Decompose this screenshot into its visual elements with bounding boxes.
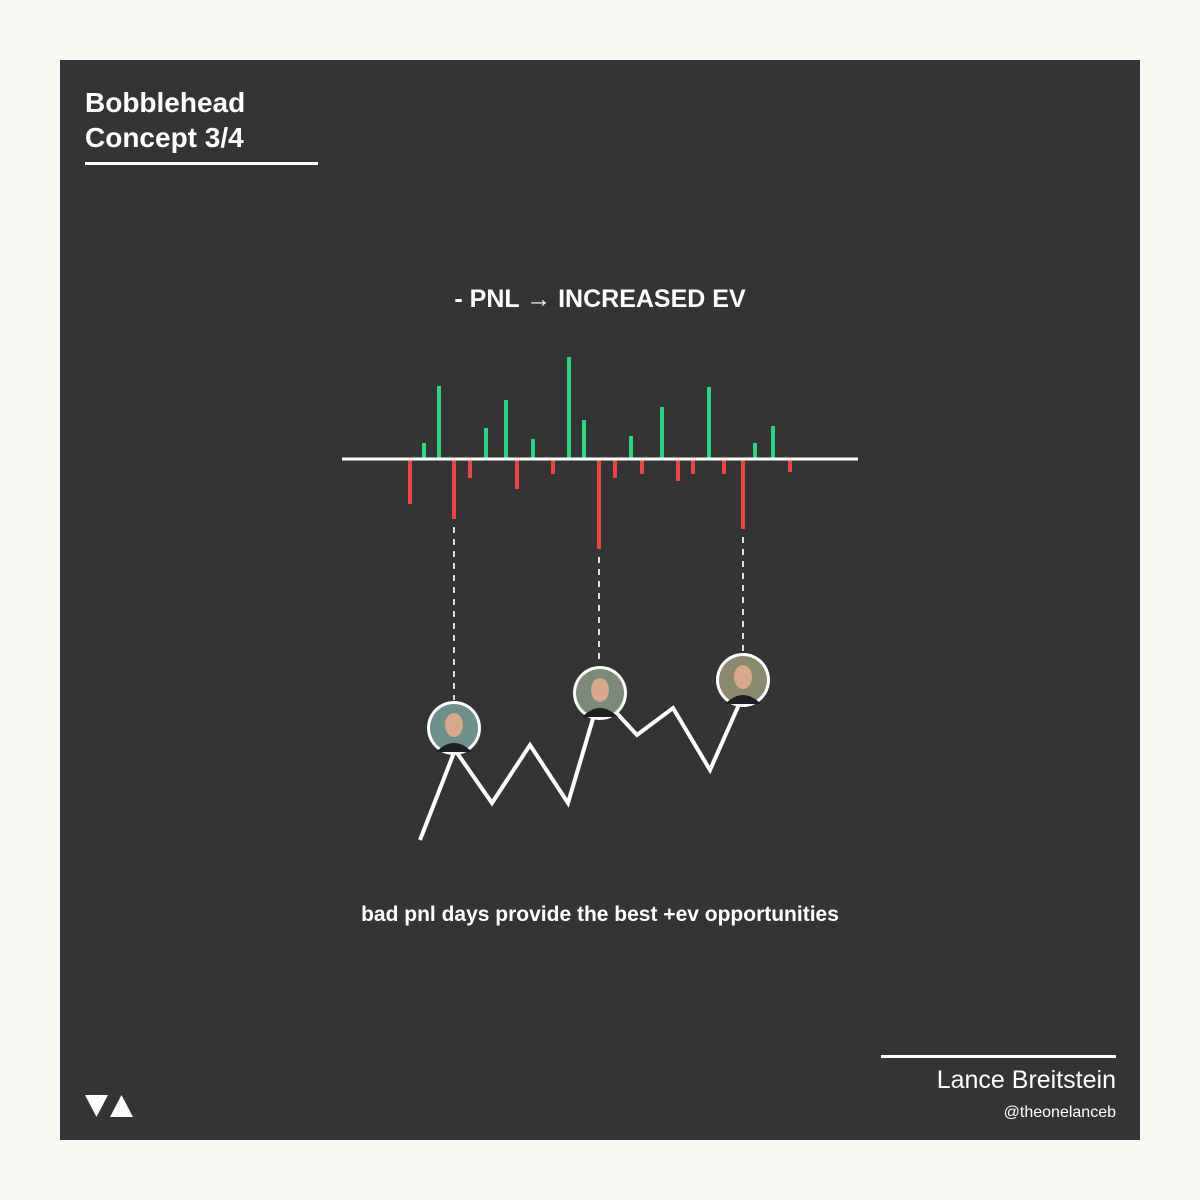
author-rule <box>881 1055 1116 1058</box>
pnl-bars <box>408 357 792 549</box>
author-name: Lance Breitstein <box>937 1066 1116 1094</box>
equity-line <box>418 691 743 841</box>
author-handle: @theonelanceb <box>1004 1104 1116 1121</box>
panel <box>60 60 1140 1140</box>
avatars <box>427 653 770 755</box>
caption: bad pnl days provide the best +ev opport… <box>361 903 839 926</box>
title-line2: Concept 3/4 <box>85 122 244 153</box>
logo <box>85 1095 133 1117</box>
headline: - PNL → INCREASED EV <box>454 285 746 313</box>
connectors <box>453 527 744 700</box>
title-line1: Bobblehead <box>85 87 245 118</box>
title-rule <box>85 162 318 165</box>
